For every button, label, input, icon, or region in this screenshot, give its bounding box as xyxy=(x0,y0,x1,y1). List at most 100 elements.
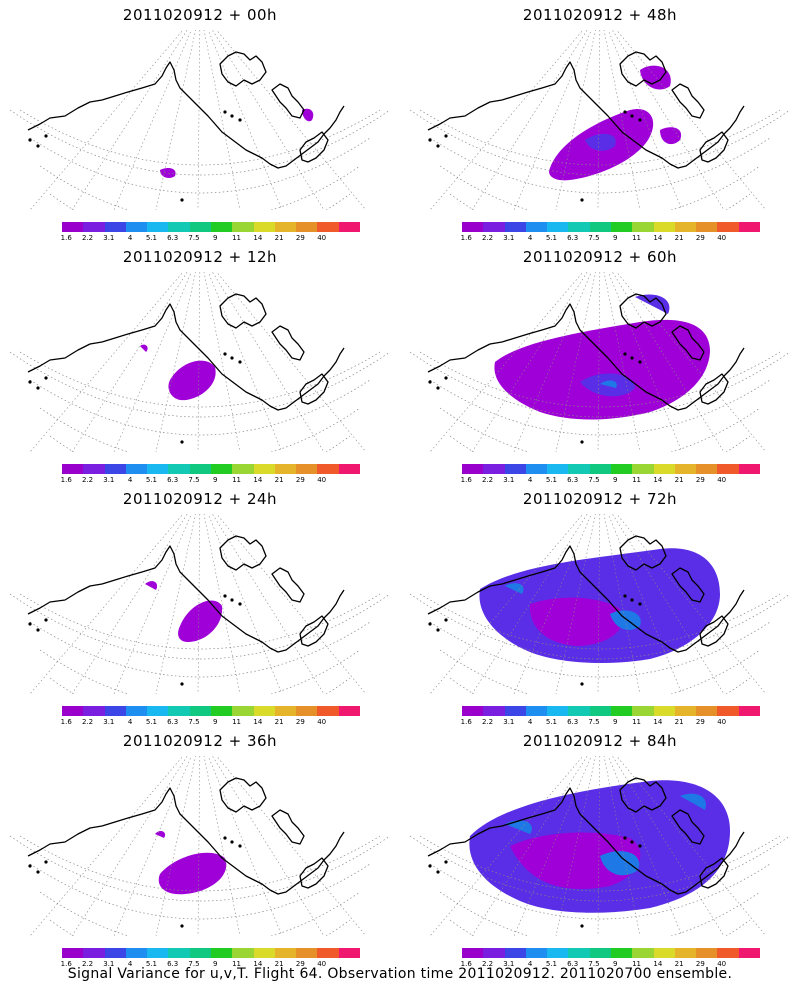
colorbar-swatch xyxy=(462,948,484,958)
colorbar-swatch xyxy=(547,464,569,474)
colorbar-swatch xyxy=(653,222,675,232)
colorbar-swatch xyxy=(462,222,484,232)
colorbar-tick-label: 9 xyxy=(613,234,618,242)
colorbar-swatch xyxy=(253,706,275,716)
longitude-line xyxy=(113,756,192,936)
colorbar-tick-label: 40 xyxy=(317,718,327,726)
colorbar-tick-label: 14 xyxy=(253,476,263,484)
colorbar-swatch xyxy=(717,948,739,958)
colorbar-tick-label: 11 xyxy=(632,476,641,484)
colorbar-swatch xyxy=(104,948,126,958)
colorbar-swatch xyxy=(210,464,233,474)
colorbar-swatch xyxy=(738,948,760,958)
latitude-line xyxy=(429,621,771,678)
variance-shading xyxy=(510,832,641,890)
map-boundary xyxy=(409,351,791,418)
colorbar-tick-label: 4 xyxy=(527,718,533,726)
longitude-line xyxy=(203,756,241,936)
colorbar-swatch xyxy=(504,706,526,716)
colorbar-swatch xyxy=(147,948,169,958)
figure-caption: Signal Variance for u,v,T. Flight 64. Ob… xyxy=(67,966,733,982)
longitude-line xyxy=(216,756,367,936)
colorbar-swatch xyxy=(483,222,505,232)
colorbar-tick-label: 3.1 xyxy=(103,234,115,242)
island xyxy=(630,356,634,360)
colorbar-swatch xyxy=(147,464,169,474)
latitude-line xyxy=(449,919,751,936)
coastline xyxy=(27,787,345,895)
colorbar-tick-label: 14 xyxy=(253,960,263,968)
colorbar-swatch xyxy=(253,222,275,232)
colorbar-swatch xyxy=(317,948,339,958)
forecast-map xyxy=(9,272,391,452)
colorbar-swatch xyxy=(210,706,233,716)
map-boundary xyxy=(9,593,391,660)
map-boundary xyxy=(9,109,391,176)
colorbar-tick-label: 29 xyxy=(695,476,705,484)
colorbar-swatch xyxy=(504,222,526,232)
island xyxy=(444,618,448,622)
coastline xyxy=(27,545,345,653)
panel-title: 2011020912 + 36h xyxy=(122,732,278,750)
colorbar-swatch xyxy=(232,948,254,958)
map-panel: 2011020912 + 00h 1.6 2.2 3.1 4 5.1 6.3 7.5 9 11 14… xyxy=(0,0,400,242)
colorbar-tick-label: 2.2 xyxy=(481,960,494,968)
island xyxy=(36,870,40,874)
colorbar-tick-label: 7.5 xyxy=(188,718,200,726)
island xyxy=(180,924,184,928)
coastline xyxy=(271,83,305,119)
island xyxy=(630,598,634,602)
variance-shading xyxy=(168,360,216,401)
colorbar-tick-label: 29 xyxy=(295,476,305,484)
forecast-map xyxy=(409,756,791,936)
longitude-line xyxy=(513,756,592,936)
colorbar-swatch xyxy=(696,222,718,232)
colorbar-tick-label: 6.3 xyxy=(567,718,579,726)
longitude-line xyxy=(597,30,601,210)
longitude-line xyxy=(471,30,588,210)
coastline xyxy=(427,787,745,895)
colorbar-swatch xyxy=(274,222,297,232)
island xyxy=(44,618,48,622)
longitude-line xyxy=(29,272,184,452)
colorbar-ticks: 1.6 2.2 3.1 4 5.1 6.3 7.5 9 11 14 21 29 40 xyxy=(461,718,760,728)
colorbar-tick-label: 6.3 xyxy=(167,718,179,726)
island xyxy=(223,836,227,840)
latitude-line xyxy=(39,407,361,452)
panel-title: 2011020912 + 00h xyxy=(122,6,278,24)
panel-title: 2011020912 + 72h xyxy=(522,490,678,508)
longitude-line xyxy=(207,272,283,452)
latitude-line xyxy=(449,193,751,210)
colorbar-swatch xyxy=(62,464,84,474)
island xyxy=(444,860,448,864)
map-panel: 2011020912 + 60h 1.6 2.2 3.1 4 5.1 6.3 7.5 9 11 14… xyxy=(400,242,800,484)
colorbar-swatch xyxy=(253,464,275,474)
colorbar-swatch xyxy=(125,222,148,232)
longitude-line xyxy=(155,514,196,694)
colorbar-swatch xyxy=(717,222,739,232)
longitude-line xyxy=(429,30,584,210)
longitude-line xyxy=(612,756,725,936)
island xyxy=(36,144,40,148)
longitude-line xyxy=(607,514,683,694)
colorbar-swatch xyxy=(253,948,275,958)
colorbar-swatch xyxy=(632,222,654,232)
colorbar-tick-label: 40 xyxy=(317,960,327,968)
island xyxy=(580,198,584,202)
colorbar-tick-label: 14 xyxy=(253,234,263,242)
colorbar xyxy=(62,222,360,232)
colorbar-swatch xyxy=(653,948,675,958)
island xyxy=(223,352,227,356)
coastline xyxy=(299,373,329,405)
island xyxy=(180,198,184,202)
colorbar-tick-label: 29 xyxy=(295,960,305,968)
coastline xyxy=(271,809,305,845)
map-boundary xyxy=(409,109,791,176)
longitude-line xyxy=(29,756,184,936)
colorbar-tick-label: 40 xyxy=(717,234,727,242)
colorbar-swatch xyxy=(696,948,718,958)
longitude-line xyxy=(29,30,184,210)
island xyxy=(580,440,584,444)
island xyxy=(428,622,432,626)
map-panel: 2011020912 + 12h 1.6 2.2 3.1 4 5.1 6.3 7.5 9 11 14… xyxy=(0,242,400,484)
